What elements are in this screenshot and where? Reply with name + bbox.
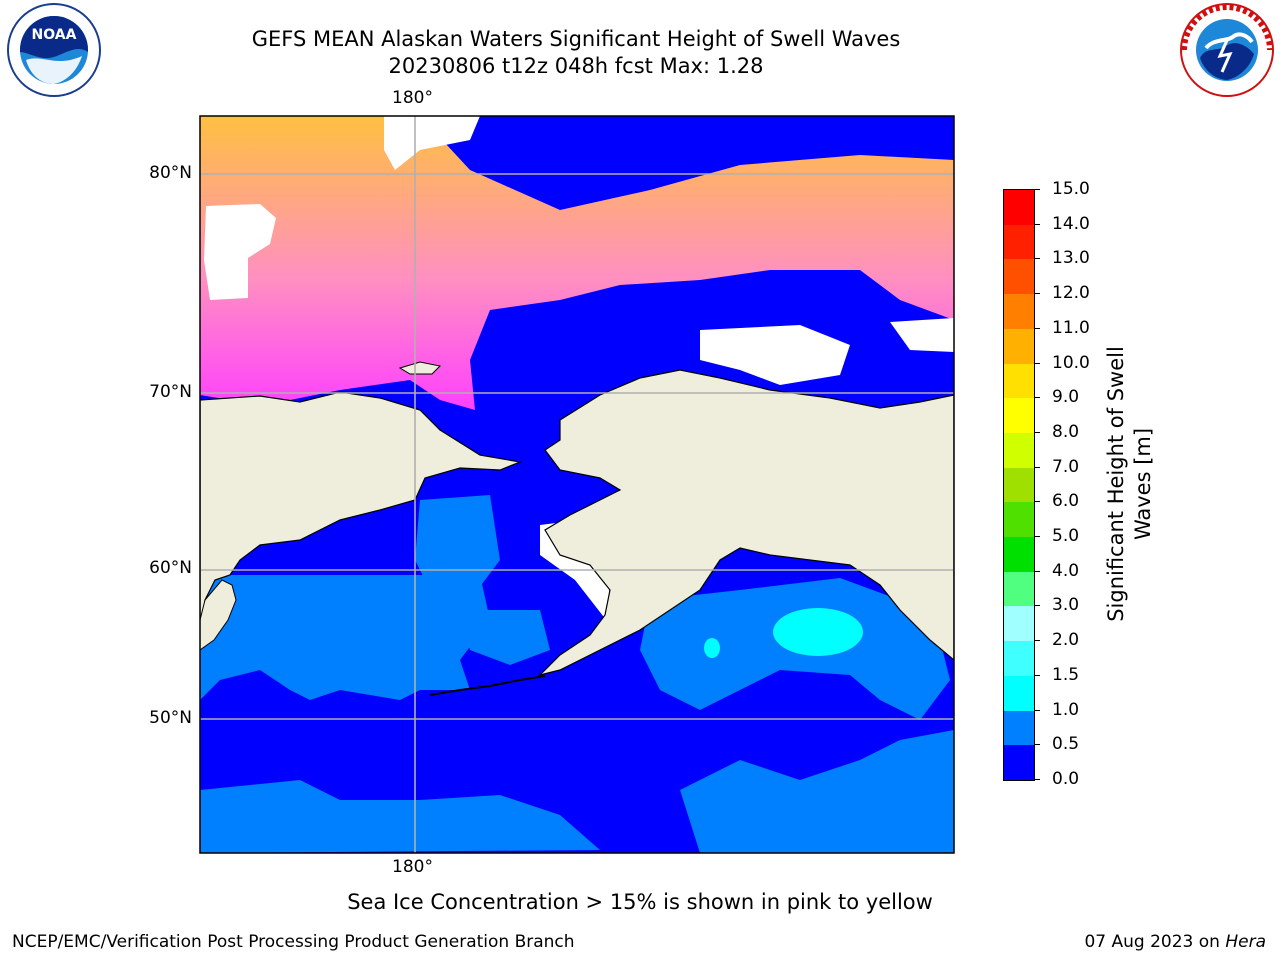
lat-label-70: 70°N — [149, 382, 192, 402]
colorbar-tick — [1034, 640, 1040, 642]
swell-peak-gulf — [773, 608, 863, 656]
colorbar-tick — [1034, 536, 1040, 538]
no-data-patch-nw — [204, 204, 276, 300]
colorbar-tick-label: 0.5 — [1052, 734, 1080, 755]
colorbar-tick — [1034, 744, 1040, 746]
colorbar-tick — [1034, 293, 1040, 295]
colorbar-tick — [1034, 709, 1040, 711]
colorbar-tick — [1034, 189, 1040, 190]
swell-region-southeast — [680, 730, 954, 853]
colorbar-tick-label: 12.0 — [1052, 283, 1090, 304]
colorbar-title-line-1: Significant Height of Swell — [1104, 346, 1128, 622]
chart-title: GEFS MEAN Alaskan Waters Significant Hei… — [0, 26, 1152, 80]
lon-label-bottom: 180° — [392, 857, 433, 877]
colorbar-segment — [1004, 502, 1034, 538]
colorbar-segment — [1004, 224, 1034, 260]
title-line-1: GEFS MEAN Alaskan Waters Significant Hei… — [251, 27, 901, 51]
colorbar-segment — [1004, 432, 1034, 468]
colorbar-tick-label: 1.0 — [1052, 699, 1080, 720]
colorbar-tick — [1034, 674, 1040, 676]
colorbar-tick-label: 1.5 — [1052, 664, 1080, 685]
colorbar-segment — [1004, 537, 1034, 572]
footer-date-text: 07 Aug 2023 on — [1084, 932, 1226, 952]
colorbar-tick-label: 13.0 — [1052, 248, 1090, 269]
colorbar-tick — [1034, 779, 1040, 780]
colorbar-segment — [1004, 675, 1034, 711]
colorbar-title-line-2: Waves [m] — [1131, 427, 1155, 541]
land-kamchatka — [200, 579, 237, 651]
colorbar-segment — [1004, 606, 1034, 642]
colorbar-tick — [1034, 466, 1040, 468]
swell-region-aleutian — [460, 610, 550, 665]
colorbar-tick — [1034, 570, 1040, 572]
colorbar-segment — [1004, 398, 1034, 433]
swell-peak-small — [704, 638, 720, 658]
nws-logo — [1180, 3, 1274, 97]
colorbar-segment — [1004, 294, 1034, 329]
footer-organization: NCEP/EMC/Verification Post Processing Pr… — [12, 932, 575, 952]
noaa-logo: NOAA — [7, 3, 101, 97]
lat-label-60: 60°N — [149, 558, 192, 578]
colorbar-segment — [1004, 710, 1034, 746]
colorbar-tick-label: 0.0 — [1052, 769, 1080, 789]
wrangel-island — [398, 361, 442, 375]
graticule — [200, 116, 954, 853]
no-data-patch-ne — [700, 325, 850, 385]
colorbar-tick-label: 8.0 — [1052, 421, 1080, 442]
lat-label-80: 80°N — [149, 163, 192, 183]
sea-ice-footnote: Sea Ice Concentration > 15% is shown in … — [347, 890, 933, 914]
colorbar-tick — [1034, 223, 1040, 225]
colorbar-tick-label: 11.0 — [1052, 317, 1090, 338]
colorbar-tick-label: 2.0 — [1052, 630, 1080, 651]
colorbar-tick — [1034, 327, 1040, 329]
colorbar-tick-label: 5.0 — [1052, 526, 1080, 547]
colorbar-tick — [1034, 397, 1040, 399]
no-data-patch-north — [384, 116, 480, 170]
colorbar-title: Significant Height of Swell Waves [m] — [1103, 346, 1157, 622]
colorbar-segment — [1004, 571, 1034, 607]
svg-text:NOAA: NOAA — [32, 27, 77, 43]
lon-label-top: 180° — [392, 88, 433, 108]
colorbar-tick-label: 14.0 — [1052, 213, 1090, 234]
colorbar-tick — [1034, 501, 1040, 503]
colorbar-tick — [1034, 605, 1040, 607]
swell-region-bering — [415, 495, 500, 600]
aleutian-islands — [429, 675, 546, 696]
colorbar-tick-label: 6.0 — [1052, 491, 1080, 512]
colorbar-tick-label: 3.0 — [1052, 595, 1080, 616]
footer-host: Hera — [1225, 932, 1266, 952]
land-alaska — [538, 369, 954, 677]
colorbar-segment — [1004, 745, 1034, 780]
colorbar — [1003, 189, 1035, 781]
swell-region-south — [200, 780, 600, 853]
footer-date: 07 Aug 2023 on Hera — [1084, 932, 1266, 952]
colorbar-tick-label: 15.0 — [1052, 179, 1090, 199]
colorbar-tick — [1034, 431, 1040, 433]
colorbar-segment — [1004, 259, 1034, 295]
map-frame — [199, 115, 955, 854]
colorbar-segment — [1004, 328, 1034, 364]
colorbar-tick-label: 7.0 — [1052, 456, 1080, 477]
colorbar-segment — [1004, 190, 1034, 225]
colorbar-tick-label: 10.0 — [1052, 352, 1090, 373]
colorbar-tick-label: 4.0 — [1052, 560, 1080, 581]
sea-ice — [200, 116, 954, 410]
title-line-2: 20230806 t12z 048h fcst Max: 1.28 — [388, 54, 764, 78]
colorbar-tick-label: 9.0 — [1052, 387, 1080, 408]
land-siberia — [200, 391, 523, 651]
swell-region-north-pacific — [200, 575, 490, 700]
colorbar-segment — [1004, 641, 1034, 676]
colorbar-tick — [1034, 362, 1040, 364]
colorbar-segment — [1004, 467, 1034, 503]
lat-label-50: 50°N — [149, 708, 192, 728]
colorbar-tick — [1034, 258, 1040, 260]
colorbar-segment — [1004, 363, 1034, 399]
no-data-patch-far-ne — [890, 318, 954, 352]
